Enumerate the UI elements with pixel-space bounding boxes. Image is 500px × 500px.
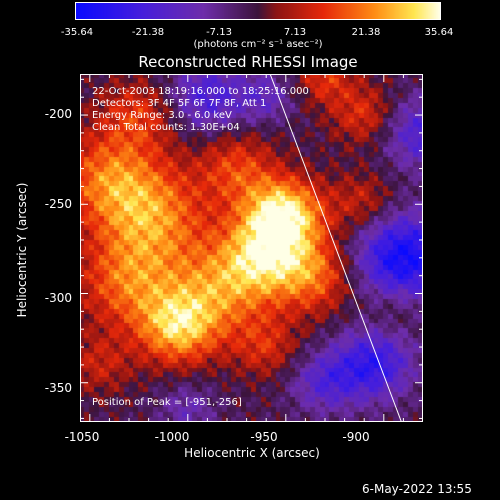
colorbar-tick-label: 21.38 (351, 27, 381, 38)
y-tick-label: -200 (44, 107, 72, 121)
colorbar-tick-label: 35.64 (424, 27, 454, 38)
annotation-time-range: 22-Oct-2003 18:19:16.000 to 18:25:16.000 (92, 86, 309, 97)
y-axis-label: Heliocentric Y (arcsec) (15, 182, 29, 318)
y-tick-label: -350 (44, 381, 72, 395)
y-tick-label: -300 (44, 291, 72, 305)
x-tick-label: -1000 (154, 430, 190, 444)
colorbar-tick-label: 7.13 (283, 27, 307, 38)
colorbar-tick-label: -35.64 (60, 27, 94, 38)
x-tick-label: -1050 (64, 430, 100, 444)
colorbar (75, 2, 441, 20)
heatmap (80, 74, 423, 422)
axis-ticks (80, 74, 423, 422)
plot-overlay (80, 74, 423, 422)
x-tick-label: -900 (342, 430, 370, 444)
annotation-energy-range: Energy Range: 3.0 - 6.0 keV (92, 110, 232, 121)
x-axis-label: Heliocentric X (arcsec) (184, 446, 320, 460)
plot-area: 22-Oct-2003 18:19:16.000 to 18:25:16.000… (80, 74, 423, 422)
colorbar-tick-label: -7.13 (206, 27, 232, 38)
annotation-clean-counts: Clean Total counts: 1.30E+04 (92, 122, 240, 133)
plot-frame (80, 74, 423, 422)
y-tick-label: -250 (44, 197, 72, 211)
chart-title: Reconstructed RHESSI Image (138, 53, 358, 71)
x-tick-label: -950 (250, 430, 278, 444)
annotation-peak-position: Position of Peak = [-951,-256] (92, 397, 242, 408)
timestamp-footer: 6-May-2022 13:55 (362, 482, 472, 496)
colorbar-tick-label: -21.38 (131, 27, 165, 38)
colorbar-units: (photons cm⁻² s⁻¹ asec⁻²) (193, 39, 323, 50)
limb-line (269, 74, 402, 422)
annotation-detectors: Detectors: 3F 4F 5F 6F 7F 8F, Att 1 (92, 98, 267, 109)
